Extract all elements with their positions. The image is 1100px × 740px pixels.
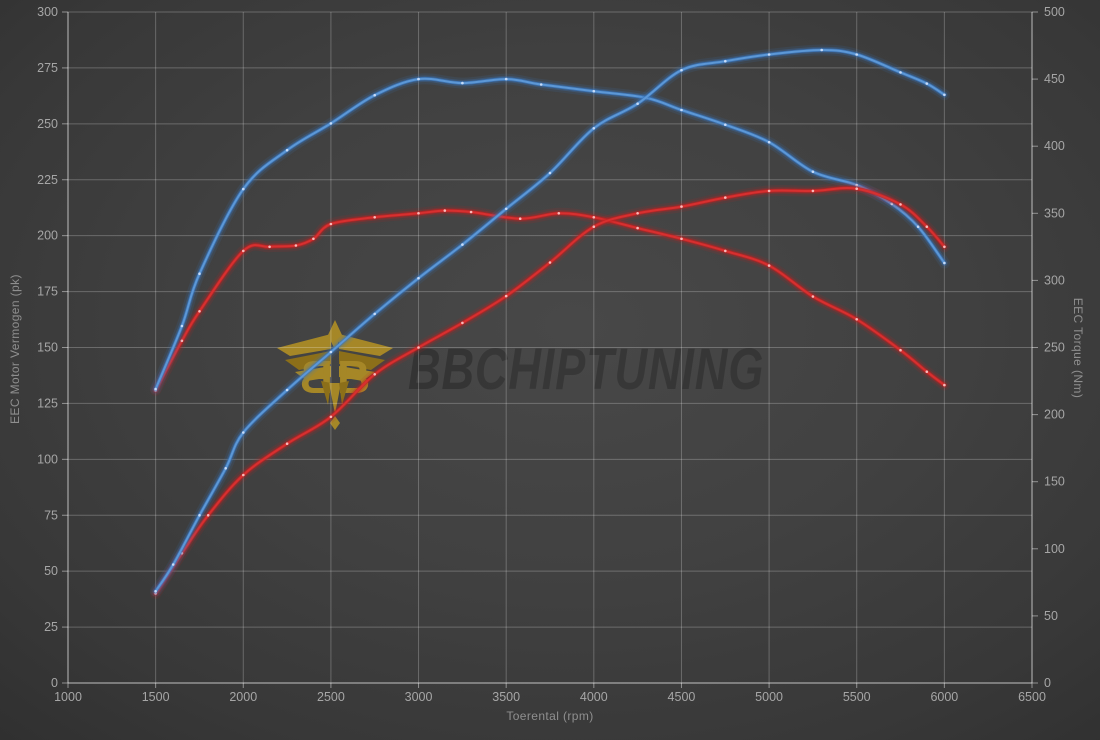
x-tick-label: 5500 <box>843 690 871 704</box>
tick-labels: 0255075100125150175200225250275300050100… <box>37 5 1065 704</box>
y-left-tick-label: 275 <box>37 61 58 75</box>
x-tick-label: 6000 <box>930 690 958 704</box>
y-left-tick-label: 75 <box>44 508 58 522</box>
axes <box>62 11 1038 688</box>
curve-power-original-red <box>150 182 950 599</box>
y-axis-title-left: EEC Motor Vermogen (pk) <box>8 274 22 424</box>
y-left-tick-label: 100 <box>37 452 58 466</box>
y-left-tick-label: 25 <box>44 620 58 634</box>
y-left-tick-label: 225 <box>37 173 58 187</box>
x-tick-label: 4000 <box>580 690 608 704</box>
x-tick-label: 2000 <box>229 690 257 704</box>
y-right-tick-label: 100 <box>1044 542 1065 556</box>
curve-torque-original-red <box>150 205 950 396</box>
y-right-tick-label: 0 <box>1044 676 1051 690</box>
x-tick-label: 4500 <box>668 690 696 704</box>
y-left-tick-label: 175 <box>37 285 58 299</box>
y-axis-title-right: EEC Torque (Nm) <box>1071 297 1085 399</box>
curve-power-tuned-blue <box>150 44 950 597</box>
y-right-tick-label: 50 <box>1044 609 1058 623</box>
y-right-tick-label: 350 <box>1044 206 1065 220</box>
x-tick-label: 1000 <box>54 690 82 704</box>
x-axis-title: Toerental (rpm) <box>506 709 594 723</box>
y-right-tick-label: 450 <box>1044 72 1065 86</box>
x-tick-label: 3000 <box>405 690 433 704</box>
y-right-tick-label: 500 <box>1044 5 1065 19</box>
y-left-tick-label: 300 <box>37 5 58 19</box>
x-tick-label: 6500 <box>1018 690 1046 704</box>
y-right-tick-label: 400 <box>1044 139 1065 153</box>
x-tick-label: 5000 <box>755 690 783 704</box>
y-right-tick-label: 300 <box>1044 273 1065 287</box>
y-left-tick-label: 200 <box>37 229 58 243</box>
y-right-tick-label: 200 <box>1044 408 1065 422</box>
y-left-tick-label: 50 <box>44 564 58 578</box>
x-tick-label: 2500 <box>317 690 345 704</box>
y-right-tick-label: 150 <box>1044 475 1065 489</box>
y-left-tick-label: 250 <box>37 117 58 131</box>
gridlines <box>67 11 1033 684</box>
x-tick-label: 1500 <box>142 690 170 704</box>
x-tick-label: 3500 <box>492 690 520 704</box>
y-left-tick-label: 0 <box>51 676 58 690</box>
y-left-tick-label: 125 <box>37 396 58 410</box>
y-right-tick-label: 250 <box>1044 341 1065 355</box>
y-left-tick-label: 150 <box>37 341 58 355</box>
curve-torque-tuned-blue <box>150 73 950 395</box>
